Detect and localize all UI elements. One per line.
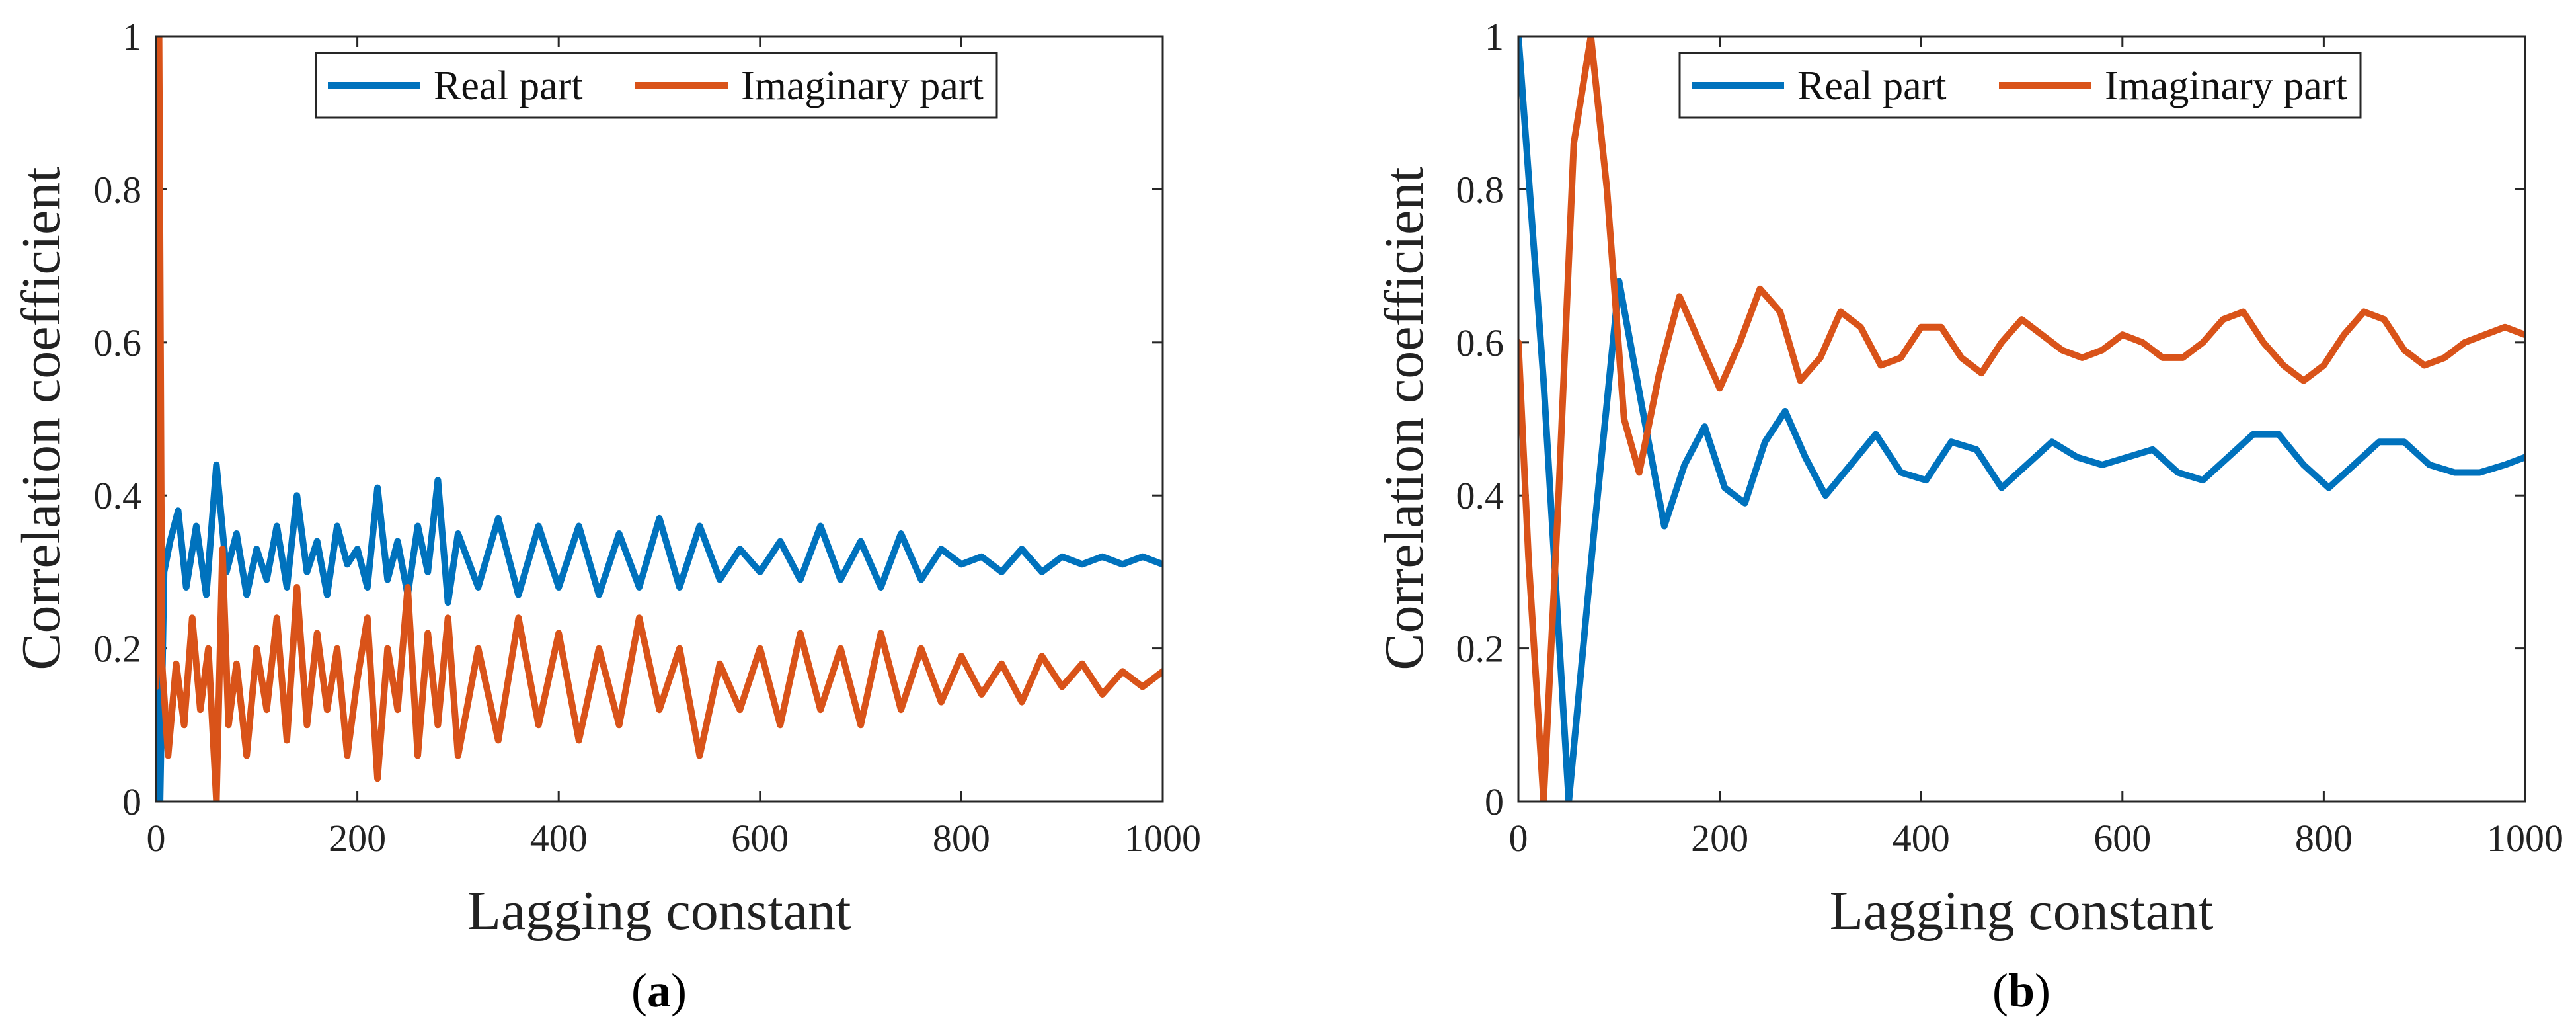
legend-a: Real part Imaginary part	[315, 52, 998, 119]
x-tick-label-b: 200	[1691, 817, 1748, 860]
y-tick-label-b: 0.2	[1456, 628, 1504, 671]
y-axis-label-b: Correlation coefficient	[1374, 167, 1435, 670]
x-axis-label-b: Lagging constant	[1830, 880, 2214, 942]
plot-frame-a	[155, 35, 1164, 803]
y-tick-label-b: 0.8	[1456, 168, 1504, 211]
series-line-b-real	[1518, 36, 2525, 801]
x-tick-label-b: 800	[2295, 817, 2353, 860]
y-tick-label-a: 0.4	[94, 474, 142, 517]
legend-b: Real part Imaginary part	[1678, 52, 2362, 119]
x-tick-label-b: 0	[1509, 817, 1528, 860]
x-tick-label-b: 600	[2093, 817, 2151, 860]
y-tick-label-b: 0.4	[1456, 474, 1504, 517]
legend-label-b-imaginary: Imaginary part	[2105, 63, 2347, 108]
plot-area-b	[1518, 36, 2525, 801]
legend-label-a-imaginary: Imaginary part	[741, 63, 984, 108]
series-line-a-real	[156, 36, 1163, 801]
caption-a: (a)	[631, 964, 687, 1017]
x-tick-label-a: 200	[329, 817, 386, 860]
y-tick-label-b: 0.6	[1456, 321, 1504, 364]
legend-label-a-real: Real part	[434, 63, 583, 108]
y-axis-label-a: Correlation coefficient	[11, 167, 72, 670]
x-tick-label-a: 1000	[1124, 817, 1201, 860]
x-tick-label-a: 0	[147, 817, 166, 860]
y-tick-label-a: 0.2	[94, 628, 142, 671]
x-tick-label-a: 600	[731, 817, 789, 860]
x-tick-label-a: 800	[933, 817, 990, 860]
y-tick-label-a: 1	[122, 15, 141, 58]
x-tick-label-a: 400	[530, 817, 588, 860]
chart-panel-b: 0 200 400 600 800 1000 0 0.2 0.4 0.6 0.8 1 Real par…	[1374, 15, 2563, 1017]
y-tick-label-a: 0.8	[94, 168, 142, 211]
plot-frame-b	[1517, 35, 2526, 803]
series-line-a-imaginary	[156, 36, 1163, 801]
x-axis-label-a: Lagging constant	[467, 880, 851, 942]
ticks-b: 0 200 400 600 800 1000 0 0.2 0.4 0.6 0.8 1	[1456, 15, 2564, 860]
series-layer-a	[156, 36, 1163, 801]
legend-label-b-real: Real part	[1797, 63, 1947, 108]
chart-panel-a: 0 200 400 600 800 1000 0 0.2 0.4 0.6 0.8 1 Real par…	[11, 15, 1201, 1017]
ticks-a: 0 200 400 600 800 1000 0 0.2 0.4 0.6 0.8 1	[94, 15, 1202, 860]
series-layer-b	[1518, 36, 2525, 801]
y-tick-label-b: 1	[1485, 15, 1504, 58]
x-tick-label-b: 1000	[2487, 817, 2563, 860]
series-line-b-imaginary	[1518, 36, 2525, 801]
x-tick-label-b: 400	[1893, 817, 1950, 860]
y-tick-label-a: 0	[122, 780, 141, 823]
y-tick-label-a: 0.6	[94, 321, 142, 364]
caption-b: (b)	[1992, 964, 2050, 1017]
y-tick-label-b: 0	[1485, 780, 1504, 823]
